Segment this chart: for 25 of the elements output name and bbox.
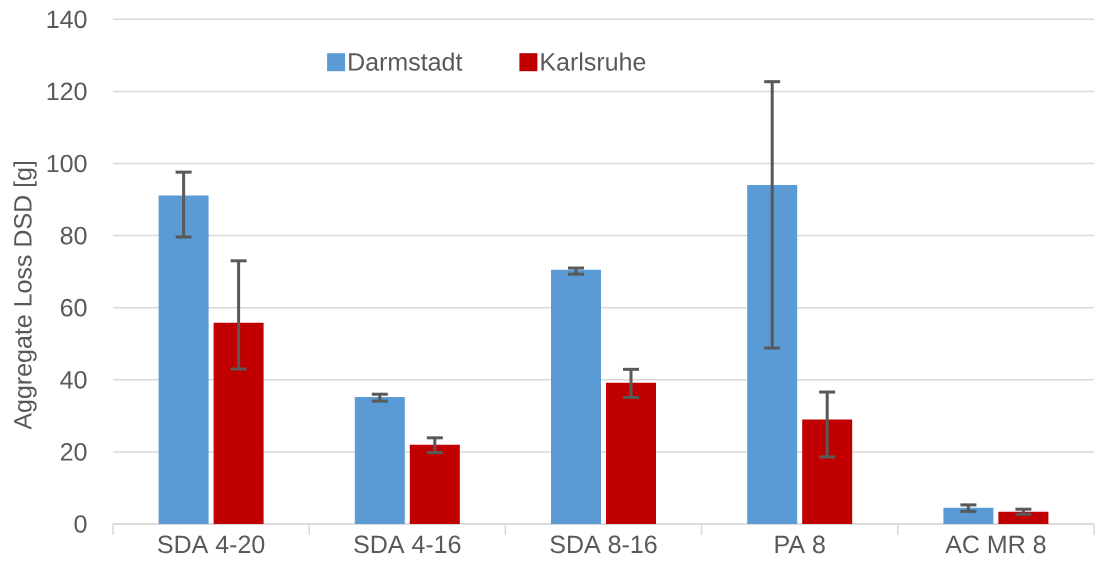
bar (943, 507, 994, 524)
legend-label: Karlsruhe (541, 52, 646, 71)
bar (802, 419, 853, 524)
x-tick-label: AC MR 8 (945, 535, 1046, 554)
y-tick-label: 0 (74, 515, 87, 533)
y-tick-label: 120 (47, 82, 87, 101)
bar (606, 382, 656, 524)
y-axis-title: Aggregate Loss DSD [g] (13, 161, 37, 430)
y-tick-label: 80 (60, 226, 87, 245)
y-tick-label: 140 (47, 10, 87, 29)
y-tick-label: 20 (60, 443, 87, 461)
x-tick-label: SDA 4-20 (158, 535, 265, 554)
y-tick-label: 60 (60, 298, 87, 317)
legend-label: Darmstadt (349, 52, 463, 71)
x-tick-label: SDA 4-16 (354, 535, 461, 554)
x-tick-label: PA 8 (775, 535, 825, 554)
bar (213, 322, 264, 524)
y-tick-label: 40 (60, 370, 87, 389)
bar (158, 195, 209, 524)
y-tick-label: 100 (47, 154, 87, 173)
bar (551, 269, 601, 524)
bar (747, 185, 798, 524)
bar (409, 444, 460, 524)
x-tick-label: SDA 8-16 (550, 535, 657, 554)
bar (354, 397, 405, 524)
